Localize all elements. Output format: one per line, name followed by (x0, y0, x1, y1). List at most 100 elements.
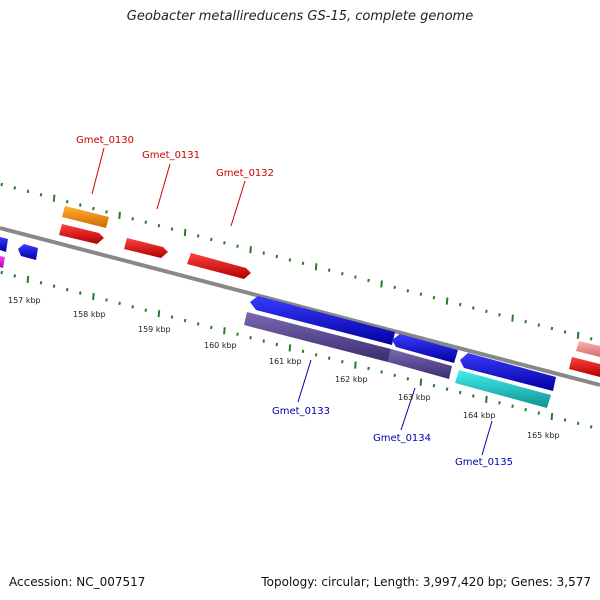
major-tick (183, 228, 187, 237)
gene-label-gmet-0133: Gmet_0133 (272, 406, 330, 417)
major-tick (26, 275, 30, 283)
minor-tick (236, 332, 239, 336)
genome-backbone (0, 226, 600, 387)
minor-tick (498, 401, 501, 405)
minor-tick (327, 356, 331, 360)
gene-label-gmet-0134: Gmet_0134 (373, 433, 431, 444)
minor-tick (458, 302, 462, 307)
label-line-gmet-0134 (400, 387, 416, 431)
minor-tick (92, 206, 95, 211)
minor-tick (301, 261, 305, 266)
major-tick (445, 297, 449, 305)
minor-tick (131, 305, 134, 309)
major-tick (550, 412, 554, 421)
minor-tick (589, 425, 593, 429)
major-tick (419, 378, 423, 386)
minor-tick (183, 318, 187, 323)
minor-tick (39, 281, 43, 285)
major-tick (380, 280, 383, 288)
major-tick (157, 310, 161, 318)
minor-tick (406, 289, 410, 293)
gene-feature-gmet-0134b (388, 349, 452, 379)
minor-tick (105, 298, 108, 302)
gene-feature-gmet-0134 (244, 312, 391, 362)
gene-feature-gmet-0133b (392, 334, 458, 363)
minor-tick (52, 284, 56, 288)
minor-tick (223, 241, 226, 245)
minor-tick (210, 237, 213, 242)
minor-tick (39, 193, 43, 197)
minor-tick (0, 182, 3, 187)
major-tick (485, 395, 488, 403)
scale-label-164: 164 kbp (463, 411, 496, 420)
minor-tick (65, 199, 69, 204)
label-line-gmet-0135 (481, 420, 493, 456)
major-tick (288, 344, 292, 352)
tick-row-top (0, 182, 593, 341)
minor-tick (563, 418, 567, 422)
minor-tick (144, 308, 148, 312)
gene-label-gmet-0135: Gmet_0135 (455, 457, 513, 468)
major-tick (223, 327, 226, 335)
gene-feature-left-magenta (0, 256, 5, 268)
minor-tick (393, 373, 396, 378)
major-tick (354, 361, 357, 369)
minor-tick (288, 258, 292, 262)
minor-tick (262, 251, 265, 255)
minor-tick (419, 292, 423, 296)
accession-text: Accession: NC_007517 (9, 575, 146, 589)
minor-tick (262, 339, 265, 343)
minor-tick (196, 234, 200, 238)
minor-tick (367, 366, 370, 371)
minor-tick (105, 210, 108, 214)
minor-tick (79, 203, 82, 207)
minor-tick (249, 335, 252, 340)
minor-tick (314, 353, 318, 357)
minor-tick (367, 278, 370, 283)
minor-tick (170, 227, 174, 231)
major-tick (511, 314, 514, 322)
minor-tick (485, 309, 488, 314)
label-line-gmet-0130 (91, 147, 105, 195)
scale-label-158: 158 kbp (73, 310, 106, 319)
minor-tick (118, 301, 121, 306)
major-tick (576, 331, 580, 339)
minor-tick (393, 285, 396, 290)
minor-tick (511, 404, 514, 408)
minor-tick (406, 377, 410, 381)
scale-label-159: 159 kbp (138, 325, 171, 334)
minor-tick (131, 217, 134, 221)
gene-feature-left-red (569, 357, 600, 377)
minor-tick (550, 326, 554, 331)
minor-tick (576, 421, 580, 426)
major-tick (118, 211, 121, 219)
major-tick (52, 194, 56, 202)
minor-tick (196, 322, 200, 326)
label-line-gmet-0132 (230, 180, 246, 227)
label-line-gmet-0133 (297, 359, 312, 403)
minor-tick (458, 390, 462, 395)
minor-tick (275, 342, 279, 347)
minor-tick (432, 383, 436, 388)
gene-label-gmet-0132: Gmet_0132 (216, 168, 274, 179)
gene-label-gmet-0131: Gmet_0131 (142, 150, 200, 161)
minor-tick (589, 337, 593, 341)
minor-tick (13, 186, 17, 190)
scale-label-157: 157 kbp (8, 296, 41, 305)
minor-tick (65, 287, 69, 292)
minor-tick (354, 275, 357, 279)
scale-label-162: 162 kbp (335, 375, 368, 384)
minor-tick (301, 349, 305, 354)
genome-summary-text: Topology: circular; Length: 3,997,420 bp… (261, 575, 591, 589)
minor-tick (432, 295, 436, 300)
gene-feature-gmet-0132 (187, 253, 251, 279)
major-tick (249, 246, 252, 254)
minor-tick (445, 387, 449, 391)
minor-tick (524, 407, 527, 412)
minor-tick (563, 330, 567, 334)
gene-feature-orange (62, 206, 109, 228)
gene-label-gmet-0130: Gmet_0130 (76, 135, 134, 146)
minor-tick (26, 189, 30, 194)
gene-feature-left-pink (576, 341, 600, 357)
